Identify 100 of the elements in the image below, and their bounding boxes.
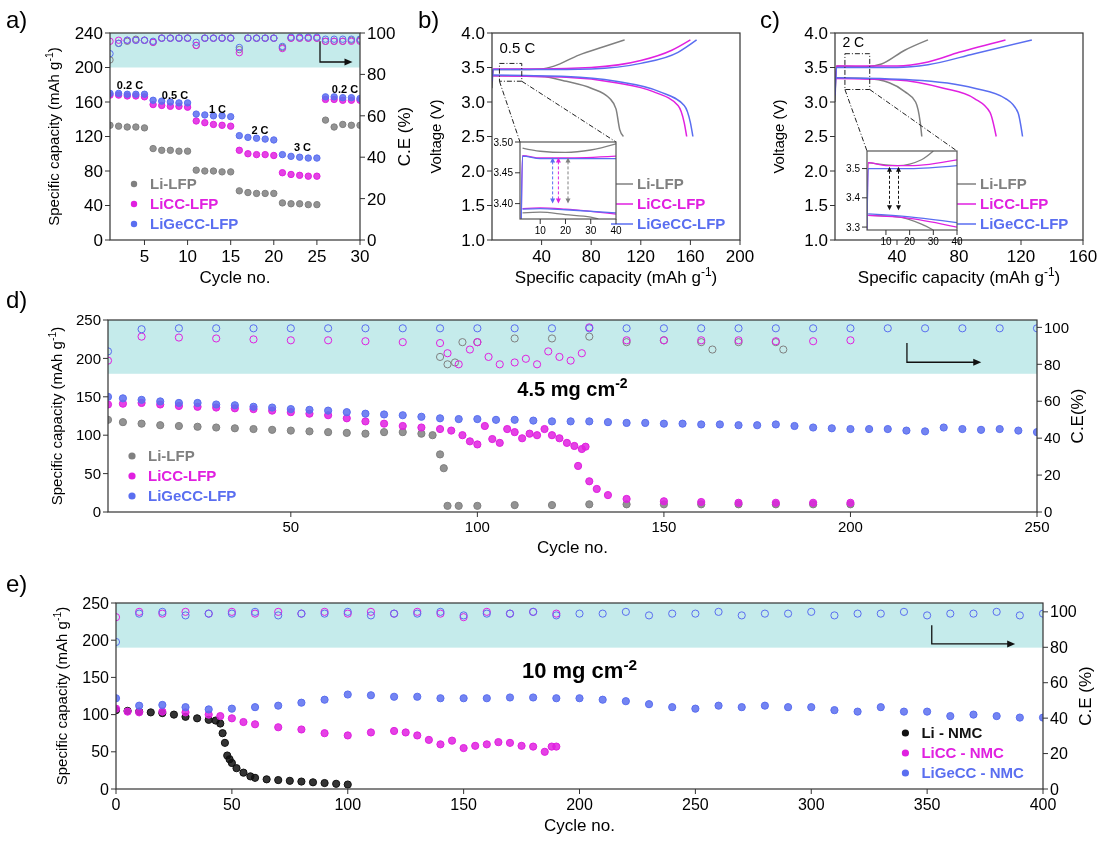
x-tick-label: 5 xyxy=(139,247,150,266)
y-tick-label: 1.0 xyxy=(461,230,485,250)
y-tick-label: 250 xyxy=(75,311,101,329)
legend-label: Li - NMC xyxy=(921,724,983,742)
x-axis-title: Cycle no. xyxy=(199,268,271,287)
y-tick-label: 100 xyxy=(75,426,101,444)
y-tick-label: 160 xyxy=(74,92,103,112)
y-tick-label: 120 xyxy=(74,127,103,147)
x-tick-label: 20 xyxy=(559,225,572,236)
legend-label: Li-LFP xyxy=(150,175,197,193)
legend-label: LiGeCC - NMC xyxy=(921,764,1025,782)
x-axis-title: Cycle no. xyxy=(544,816,615,835)
x-tick-label: 20 xyxy=(264,247,284,266)
x-tick-label: 400 xyxy=(1029,796,1057,813)
chart-title: e) xyxy=(6,570,28,597)
y-tick-label: 3.5 xyxy=(461,58,485,78)
y-tick-label: 3.5 xyxy=(804,58,828,78)
legend-label: LiCC-LFP xyxy=(150,195,219,213)
y2-tick-label: 0 xyxy=(1044,503,1053,521)
x-tick-label: 20 xyxy=(904,236,916,247)
legend-label: LiGeCC-LFP xyxy=(148,487,237,505)
y2-axis-title: C.E (%) xyxy=(1076,666,1095,726)
y-tick-label: 2.5 xyxy=(461,127,485,147)
x-tick-label: 40 xyxy=(532,247,552,266)
legend-label: LiCC-LFP xyxy=(637,195,706,213)
legend-label: LiGeCC-LFP xyxy=(637,215,726,233)
y2-axis-title: C.E(%) xyxy=(1068,388,1087,444)
y-tick-label: 250 xyxy=(82,594,110,612)
y-tick-label: 150 xyxy=(82,669,110,686)
x-tick-label: 10 xyxy=(534,225,547,236)
x-tick-label: 200 xyxy=(566,796,593,813)
y2-tick-label: 80 xyxy=(1050,638,1068,656)
chart-title: c) xyxy=(760,6,780,33)
x-tick-label: 10 xyxy=(178,247,198,266)
y-tick-label: 0 xyxy=(92,503,101,521)
x-tick-label: 120 xyxy=(626,247,655,266)
y-tick-label: 4.0 xyxy=(461,23,485,43)
y2-tick-label: 100 xyxy=(1044,318,1070,336)
y2-tick-label: 40 xyxy=(367,148,386,168)
y-tick-label: 4.0 xyxy=(804,23,828,43)
y-axis-title: Voltage (V) xyxy=(769,99,787,174)
legend-label: Li-LFP xyxy=(980,175,1027,193)
y2-tick-label: 60 xyxy=(367,106,386,126)
y2-tick-label: 80 xyxy=(367,65,386,85)
x-tick-label: 250 xyxy=(682,796,709,813)
y-tick-label: 1.5 xyxy=(804,196,828,216)
y-tick-label: 3.4 xyxy=(846,192,861,204)
annotation: 4.5 mg cm$^{-2}$ xyxy=(517,375,628,401)
y-tick-label: 3.3 xyxy=(846,221,861,233)
y-tick-label: 2.0 xyxy=(461,161,485,181)
y2-tick-label: 40 xyxy=(1044,429,1061,447)
x-tick-label: 100 xyxy=(334,796,362,813)
x-tick-label: 350 xyxy=(913,796,941,813)
x-tick-label: 200 xyxy=(725,247,755,266)
x-axis-title: Cycle no. xyxy=(537,538,608,557)
x-tick-label: 160 xyxy=(1068,247,1098,266)
y-tick-label: 50 xyxy=(84,464,101,482)
x-tick-label: 120 xyxy=(1006,247,1036,266)
x-tick-label: 160 xyxy=(676,247,705,266)
y2-tick-label: 60 xyxy=(1050,674,1068,692)
x-tick-label: 30 xyxy=(350,247,370,266)
x-tick-label: 80 xyxy=(581,247,601,266)
x-tick-label: 30 xyxy=(927,236,940,247)
x-tick-label: 300 xyxy=(797,796,825,813)
annotation: 3 C xyxy=(293,140,312,153)
legend-label: Li-LFP xyxy=(148,447,195,465)
y2-tick-label: 0 xyxy=(1050,780,1059,798)
x-tick-label: 40 xyxy=(610,225,622,236)
chart-title: b) xyxy=(418,6,440,33)
y-tick-label: 0 xyxy=(100,780,110,798)
legend-label: LiCC-LFP xyxy=(148,467,217,485)
y2-tick-label: 80 xyxy=(1044,355,1061,373)
annotation: 0.2 C xyxy=(331,82,359,95)
y-tick-label: 3.0 xyxy=(461,92,485,112)
y-tick-label: 80 xyxy=(84,161,103,181)
y-tick-label: 150 xyxy=(75,388,101,406)
x-tick-label: 0 xyxy=(111,796,121,813)
x-tick-label: 150 xyxy=(651,518,677,535)
y-axis-title: Voltage (V) xyxy=(426,99,444,174)
y2-axis-title: C.E (%) xyxy=(395,106,414,167)
x-tick-label: 250 xyxy=(1024,518,1050,535)
legend-label: Li-LFP xyxy=(637,175,684,193)
x-tick-label: 50 xyxy=(222,796,241,813)
x-tick-label: 40 xyxy=(951,236,963,247)
annotation: 1 C xyxy=(208,103,227,116)
x-axis-title: Specific capacity (mAh g$^{-1}$) xyxy=(514,265,718,287)
legend-label: LiGeCC-LFP xyxy=(980,215,1069,233)
x-tick-label: 30 xyxy=(585,225,597,236)
y2-tick-label: 60 xyxy=(1044,392,1061,410)
y2-tick-label: 20 xyxy=(1044,466,1061,484)
y2-tick-label: 20 xyxy=(1050,745,1068,763)
x-tick-label: 40 xyxy=(887,247,907,266)
y-tick-label: 1.0 xyxy=(804,230,828,250)
annotation: 2 C xyxy=(251,124,269,137)
chart-title: a) xyxy=(6,6,28,33)
y2-tick-label: 100 xyxy=(367,23,396,43)
y-tick-label: 1.5 xyxy=(461,196,485,216)
legend-label: LiGeCC-LFP xyxy=(150,215,239,233)
y2-tick-label: 40 xyxy=(1050,709,1068,727)
y-tick-label: 200 xyxy=(75,349,101,367)
